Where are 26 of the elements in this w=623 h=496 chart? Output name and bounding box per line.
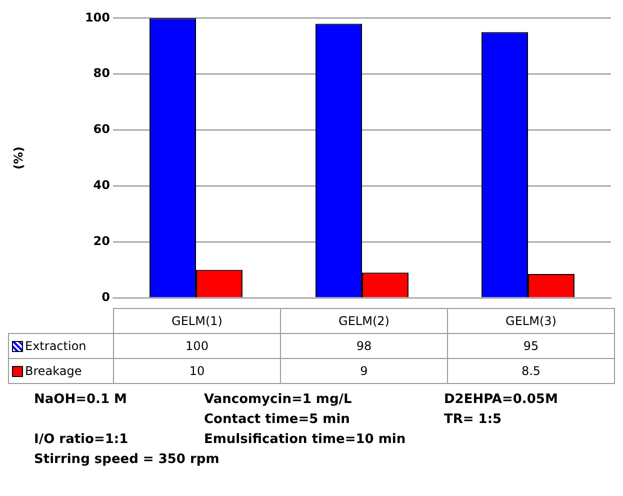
x-tick-label: GELM(3): [448, 308, 614, 334]
text: Vancomycin=1 mg/L: [204, 392, 352, 407]
data-label: 10: [114, 358, 280, 384]
text: TR= 1:5: [444, 412, 502, 427]
text: Stirring speed = 350 rpm: [34, 452, 220, 467]
y-tick-label: 100: [84, 10, 110, 24]
x-tick-label: GELM(2): [280, 308, 448, 334]
x-tick-label: GELM(1): [114, 308, 280, 334]
y-axis-title: (%): [11, 146, 26, 170]
text: Contact time=5 min: [204, 412, 350, 427]
y-tick-label: 60: [93, 122, 110, 136]
y-tick-label: 0: [102, 290, 110, 304]
data-label: 8.5: [448, 358, 614, 384]
y-tick-label: 80: [93, 66, 110, 80]
text: I/O ratio=1:1: [34, 432, 128, 447]
text: D2EHPA=0.05M: [444, 392, 558, 407]
data-label: 95: [448, 334, 614, 358]
data-label: 100: [114, 334, 280, 358]
data-label: 9: [280, 358, 448, 384]
y-tick-label: 20: [93, 234, 110, 248]
data-label: 98: [280, 334, 448, 358]
legend-label: Extraction: [8, 334, 114, 358]
text: Emulsification time=10 min: [204, 432, 406, 447]
text: NaOH=0.1 M: [34, 392, 127, 407]
y-tick-label: 40: [93, 178, 110, 192]
legend-label: Breakage: [8, 358, 114, 384]
